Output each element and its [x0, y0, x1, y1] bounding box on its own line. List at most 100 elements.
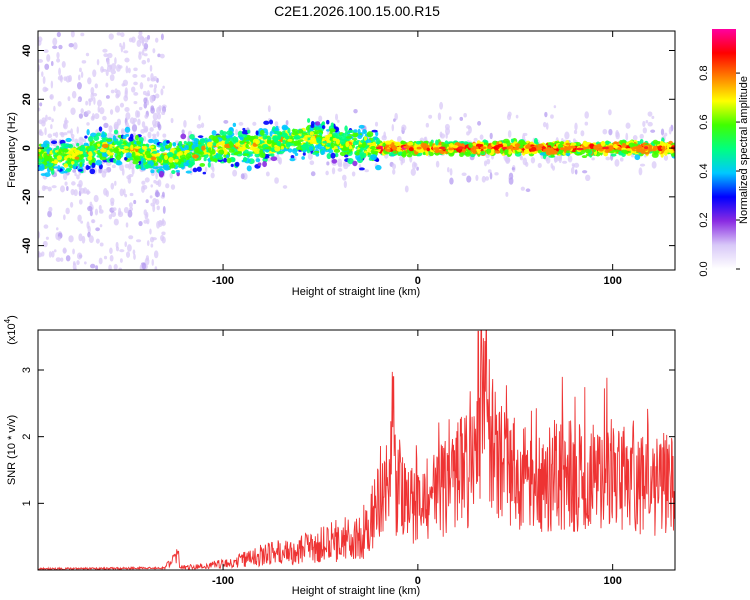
spectrogram-cell — [48, 156, 52, 160]
spectrogram-cell — [544, 111, 548, 118]
spectrogram-cell — [461, 172, 467, 177]
spectrogram-cell — [499, 147, 504, 155]
spectrogram-cell — [638, 167, 643, 176]
spectrogram-cell — [621, 142, 627, 148]
spectrogram-cell — [343, 180, 347, 189]
spectrogram-cell — [191, 144, 195, 150]
colorbar-strip — [712, 29, 736, 269]
spectrogram-cell — [364, 169, 369, 173]
spectrogram-cell — [142, 184, 148, 190]
spectrogram-cell — [257, 162, 262, 167]
spectrogram-cell — [301, 143, 308, 151]
spectrogram-cell — [585, 174, 591, 182]
spectrogram-cell — [78, 113, 84, 119]
spectrogram-cell — [67, 130, 72, 134]
spectrogram-cell — [477, 121, 482, 126]
spectrogram-cell — [550, 162, 554, 169]
spectrogram-cell — [83, 142, 89, 146]
spectrogram-cell — [146, 99, 150, 106]
spectrogram-cell — [56, 145, 60, 150]
spectrogram-cell — [372, 150, 379, 155]
spectrogram-cell — [124, 57, 130, 63]
spectrogram-cell — [287, 148, 293, 153]
spectrogram-cell — [194, 143, 198, 148]
spectrogram-cell — [176, 171, 180, 177]
spectrogram-cell — [107, 152, 115, 156]
snr-ytick-label: 1 — [21, 500, 33, 506]
spectrogram-cell — [370, 145, 376, 150]
spectrogram-cell — [45, 236, 49, 240]
spectrogram-cell — [234, 151, 239, 155]
snr-ytick-label: 3 — [21, 367, 33, 373]
spectrogram-cell — [142, 159, 147, 164]
spectrogram-cell — [128, 136, 134, 142]
spectrogram-cell — [651, 161, 657, 169]
spectrogram-cell — [282, 185, 288, 189]
spectrogram-cell — [264, 146, 271, 150]
spectrogram-cell — [152, 112, 158, 121]
spectrogram-cell — [113, 123, 119, 131]
spectrogram-cell — [124, 241, 128, 248]
spectrogram-cell — [62, 148, 69, 153]
spectrogram-cell — [105, 138, 113, 142]
spectrogram-cell — [285, 119, 289, 126]
spectrogram-cell — [520, 186, 525, 191]
spectrogram-cell — [141, 50, 145, 56]
spectrogram-cell — [241, 129, 249, 135]
spectrogram-cell — [101, 152, 108, 159]
spectrogram-cell — [114, 180, 117, 186]
spectrogram-cell — [84, 135, 88, 139]
spectrogram-cell — [78, 233, 83, 242]
spectrogram-cell — [267, 136, 272, 141]
spectrogram-cell — [242, 127, 246, 131]
spectrogram-cell — [155, 199, 160, 205]
spectrogram-cell — [125, 251, 131, 258]
spectrogram-cell — [573, 162, 580, 168]
spectrogram-cell — [351, 171, 356, 177]
colorbar-tick-label: 0.0 — [698, 261, 710, 276]
spectrogram-cell — [290, 155, 295, 159]
spectrogram-cell — [122, 150, 130, 153]
spectrogram-cell — [116, 118, 122, 126]
colorbar-tick-label: 0.8 — [698, 65, 710, 80]
spectrogram-cell — [87, 155, 93, 161]
spectrogram-cell — [96, 59, 100, 66]
spectrogram-cell — [337, 162, 343, 168]
spectrogram-cell — [110, 201, 115, 207]
spectrogram-cell — [613, 149, 621, 153]
spectrogram-cell — [124, 156, 128, 161]
spectrogram-cell — [262, 133, 268, 140]
spectrogram-cell — [242, 153, 250, 157]
spectrogram-cell — [277, 133, 281, 140]
spectrogram-cell — [401, 124, 407, 131]
spectrogram-cell — [141, 59, 147, 65]
spectrogram-cell — [93, 135, 100, 141]
spectrogram-cell — [155, 172, 158, 180]
spectrogram-cell — [226, 130, 233, 136]
spectrogram-cell — [494, 150, 501, 154]
spectrogram-cell — [149, 195, 153, 199]
spectrogram-cell — [651, 115, 655, 120]
spectrogram-cell — [549, 147, 554, 154]
spectrogram-cell — [74, 156, 80, 160]
spectrogram-cell — [255, 139, 260, 145]
spectrogram-cell — [197, 135, 204, 139]
spectrogram-cell — [141, 36, 145, 44]
spectrogram-cell — [632, 135, 638, 141]
spectrogram-cell — [362, 129, 367, 135]
spectrogram-cell — [83, 261, 87, 265]
spectrogram-cell — [505, 156, 511, 164]
spectrogram-cell — [111, 164, 116, 169]
spectrogram-cell — [178, 140, 183, 148]
spectrogram-cell — [514, 143, 521, 148]
spectrogram-cell — [169, 164, 176, 169]
spectrogram-cell — [196, 123, 202, 129]
spectrogram-cell — [494, 172, 499, 176]
spectrogram-cell — [314, 129, 319, 134]
spectrogram-cell — [71, 161, 75, 165]
spectrogram-cell — [645, 119, 649, 124]
spectrogram-cell — [50, 140, 58, 145]
spectrogram-cell — [642, 127, 648, 134]
spectrogram-cell — [149, 64, 153, 72]
spectrogram-cell — [610, 153, 617, 157]
